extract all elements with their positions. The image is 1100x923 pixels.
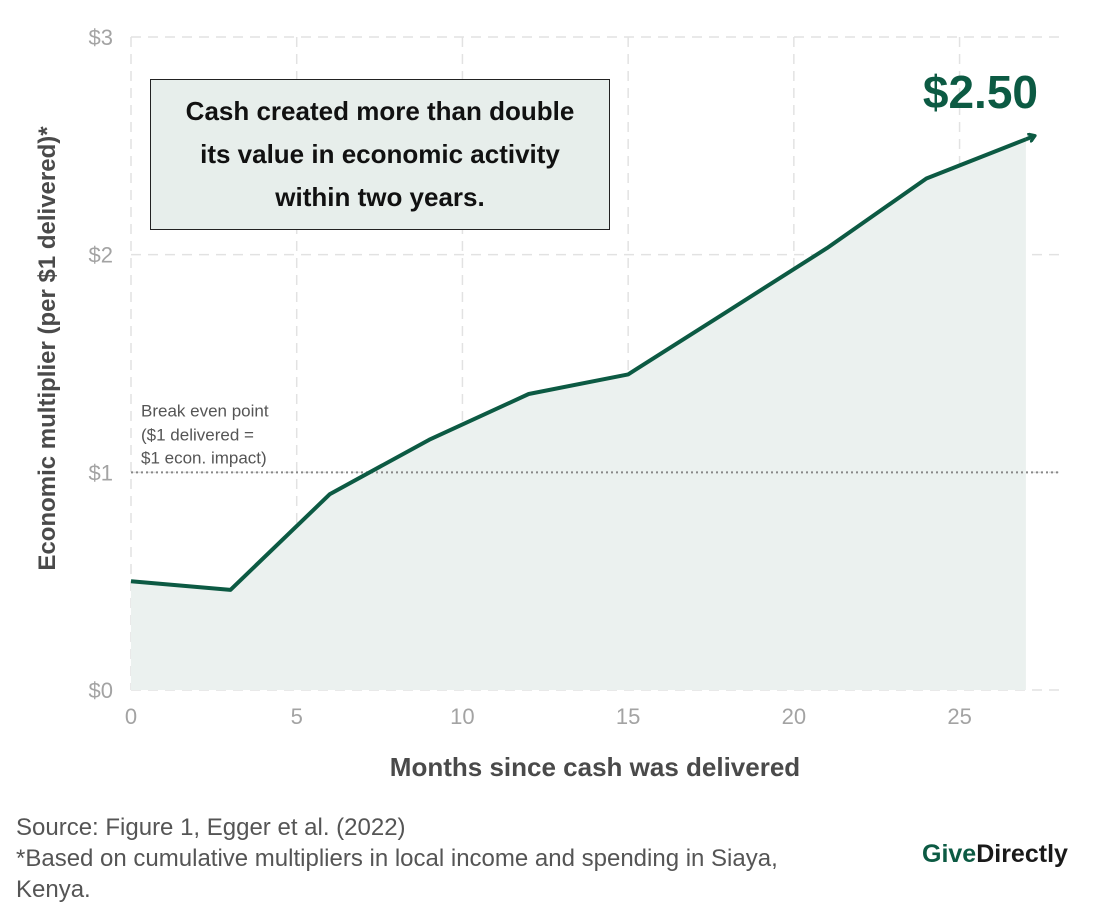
data-point [726, 309, 730, 313]
givedirectly-logo: GiveDirectly [922, 840, 1068, 869]
data-point [1024, 137, 1028, 141]
logo-part-give: Give [922, 840, 977, 868]
callout-line2: its value in economic activity [200, 139, 560, 169]
note-line2: Kenya. [16, 876, 91, 903]
callout-box: Cash created more than double its value … [150, 79, 610, 230]
logo-part-directly: Directly [976, 840, 1068, 868]
data-point [228, 588, 232, 592]
break-even-label-line3: $1 econ. impact) [141, 448, 267, 467]
x-axis-label: Months since cash was delivered [390, 752, 800, 782]
callout-line3: within two years. [275, 182, 485, 212]
break-even-label-line1: Break even point [141, 401, 269, 420]
x-tick-label: 10 [450, 704, 474, 729]
y-tick-label: $3 [89, 25, 113, 50]
data-point [328, 492, 332, 496]
data-point [129, 579, 133, 583]
data-point [527, 392, 531, 396]
source-note: Source: Figure 1, Egger et al. (2022) *B… [16, 812, 916, 905]
break-even-annotation: Break even point ($1 delivered = $1 econ… [141, 401, 273, 467]
source-text: Source: Figure 1, Egger et al. (2022) [16, 814, 406, 841]
x-tick-label: 25 [947, 704, 971, 729]
end-value-label: $2.50 [923, 66, 1038, 118]
area-fill [131, 139, 1026, 691]
y-axis-label: Economic multiplier (per $1 delivered)* [34, 126, 61, 571]
callout-line1: Cash created more than double [185, 96, 575, 126]
x-tick-label: 5 [291, 704, 303, 729]
series-line [130, 137, 1027, 592]
data-point [825, 246, 829, 250]
data-point [427, 438, 431, 442]
y-tick-label: $1 [89, 460, 113, 485]
multiplier-chart: Break even point ($1 delivered = $1 econ… [34, 25, 1059, 782]
data-point [626, 372, 630, 376]
x-tick-label: 0 [125, 704, 137, 729]
end-arrow [1025, 136, 1033, 139]
data-point [924, 176, 928, 180]
x-tick-label: 20 [782, 704, 806, 729]
break-even-label-line2: ($1 delivered = [141, 425, 254, 444]
y-tick-label: $2 [89, 243, 113, 268]
y-tick-label: $0 [89, 678, 113, 703]
note-line1: *Based on cumulative multipliers in loca… [16, 845, 778, 872]
x-tick-label: 15 [616, 704, 640, 729]
